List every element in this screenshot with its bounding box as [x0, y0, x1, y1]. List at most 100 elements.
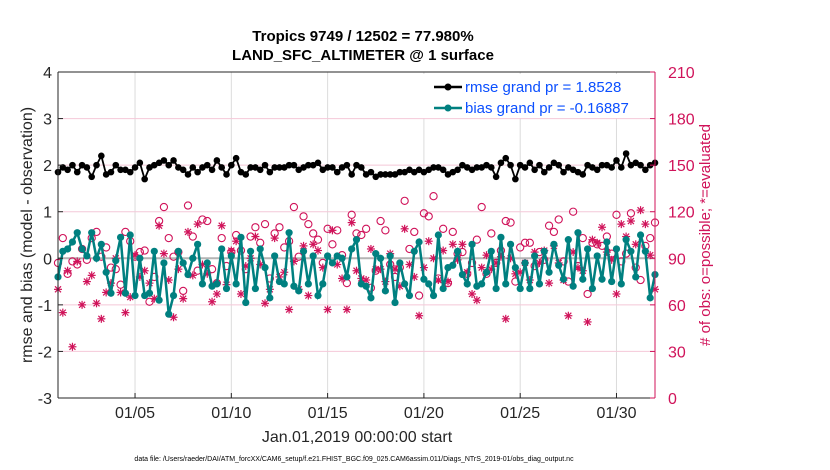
obs-possible-point	[516, 243, 525, 252]
obs-possible-point	[299, 212, 308, 221]
obs-evaluated-point	[87, 271, 96, 280]
series-layer	[53, 150, 660, 351]
obs-possible-point	[520, 238, 530, 247]
bias-point	[559, 275, 568, 283]
bias-point	[222, 284, 231, 293]
rmse-point	[98, 152, 105, 160]
bias-point	[88, 229, 96, 237]
obs-possible-point	[381, 226, 390, 235]
bias-point	[502, 280, 510, 288]
obs-evaluated-point	[472, 296, 481, 305]
y-tick-label: 0	[43, 251, 52, 268]
obs-possible-point	[569, 207, 578, 216]
rmse-point	[502, 154, 510, 162]
y-right-tick-label: 90	[668, 251, 686, 268]
obs-possible-point	[448, 227, 457, 237]
bias-point	[218, 245, 226, 253]
obs-evaluated-point	[208, 297, 217, 306]
rmse-point	[579, 171, 587, 178]
bias-point	[324, 252, 332, 260]
rmse-point	[333, 168, 341, 176]
bias-point	[261, 264, 269, 272]
obs-possible-point	[203, 216, 212, 226]
obs-evaluated-point	[347, 218, 356, 227]
bias-point	[112, 257, 120, 265]
bias-point	[174, 247, 182, 255]
bias-point	[603, 238, 611, 246]
bias-point	[535, 280, 544, 288]
bias-point	[280, 280, 288, 288]
bias-point	[251, 284, 259, 293]
bias-point	[68, 238, 77, 246]
rmse-point	[218, 164, 225, 171]
bias-point	[227, 252, 235, 260]
bias-point	[189, 254, 197, 262]
obs-possible-point	[145, 297, 154, 306]
bias-point	[531, 252, 539, 260]
obs-possible-point	[549, 227, 559, 237]
bias-point	[598, 275, 606, 283]
rmse-point	[213, 157, 221, 164]
bias-point	[169, 291, 178, 300]
rmse-point	[642, 166, 649, 174]
bias-point	[401, 280, 409, 288]
legend-rmse-marker	[444, 83, 452, 91]
rmse-point	[112, 161, 120, 169]
bias-point	[242, 298, 250, 307]
rmse-point	[223, 171, 230, 178]
bias-point	[463, 280, 471, 288]
bias-point	[381, 287, 389, 295]
bias-point	[506, 240, 515, 248]
obs-possible-point	[472, 235, 482, 244]
obs-possible-point	[58, 233, 67, 243]
legend-box	[420, 74, 652, 118]
bias-point	[627, 247, 635, 255]
rmse-point	[93, 161, 100, 169]
obs-possible-point	[414, 291, 424, 300]
bias-point	[319, 280, 327, 288]
obs-possible-point	[506, 218, 515, 227]
rmse-point	[473, 164, 481, 171]
rmse-point	[305, 161, 312, 169]
obs-evaluated-point	[342, 305, 351, 314]
bias-point	[588, 284, 597, 293]
obs-possible-point	[140, 246, 149, 255]
obs-possible-point	[525, 238, 534, 247]
x-tick-label: 01/10	[211, 405, 251, 422]
rmse-point	[560, 168, 567, 176]
rmse-point	[329, 164, 336, 171]
rmse-point	[261, 161, 269, 169]
rmse-point	[358, 164, 365, 171]
bias-point	[583, 245, 592, 253]
rmse-point	[285, 161, 293, 169]
obs-evaluated-point	[641, 220, 650, 229]
grid	[58, 72, 655, 398]
bias-point	[198, 280, 207, 288]
rmse-point	[266, 168, 274, 176]
obs-possible-point	[159, 202, 169, 212]
bias-point	[396, 259, 404, 267]
obs-possible-point	[429, 192, 438, 201]
y-tick-label: 3	[43, 112, 52, 129]
bias-point	[314, 291, 322, 300]
obs-possible-point	[400, 196, 409, 205]
obs-evaluated-point	[68, 342, 77, 351]
obs-possible-point	[467, 258, 477, 268]
obs-evaluated-point	[448, 240, 457, 249]
bias-point	[612, 245, 621, 253]
rmse-point	[208, 166, 216, 174]
rmse-point	[637, 161, 644, 169]
obs-evaluated-point	[97, 314, 106, 323]
obs-evaluated-point	[299, 241, 308, 250]
obs-evaluated-point	[82, 277, 91, 286]
rmse-point	[526, 159, 534, 167]
bias-point	[179, 259, 187, 267]
obs-evaluated-point	[352, 266, 361, 275]
obs-evaluated-point	[424, 237, 433, 246]
rmse-point	[497, 159, 505, 167]
obs-possible-point	[347, 210, 356, 219]
x-tick-label: 01/30	[596, 405, 636, 422]
obs-possible-point	[260, 219, 270, 229]
rmse-point	[324, 164, 331, 171]
y-tick-label: 1	[43, 205, 52, 222]
